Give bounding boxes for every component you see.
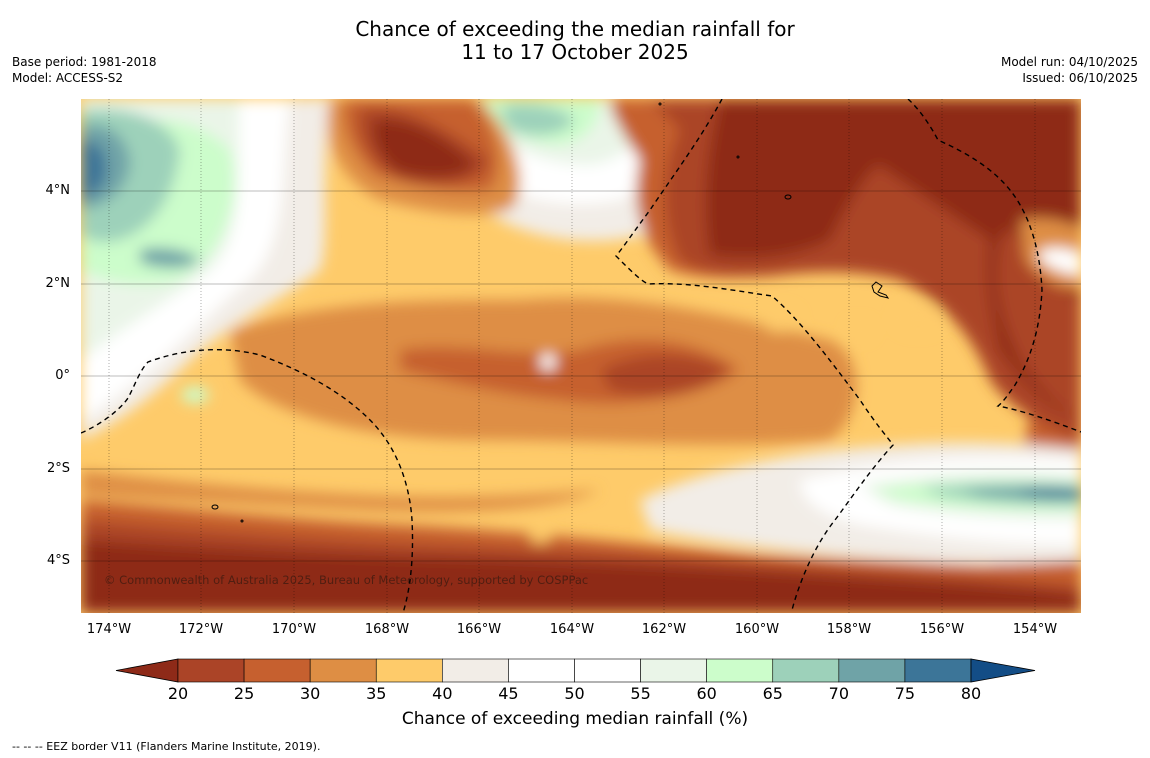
model-run: Model run: 04/10/2025: [1000, 55, 1138, 69]
colorbar-tick-label: 80: [960, 684, 982, 703]
probability-field: [81, 99, 1081, 613]
title-line-2: 11 to 17 October 2025: [461, 40, 689, 64]
title-line-1: Chance of exceeding the median rainfall …: [355, 17, 795, 41]
colorbar-segment: [309, 658, 377, 683]
lat-label-4n: 4°N: [45, 183, 71, 198]
colorbar-segment: [177, 658, 245, 683]
lon-label-154w: 154°W: [1012, 622, 1058, 637]
colorbar-segment: [640, 658, 707, 683]
eez-borders: [81, 99, 1081, 613]
lon-label-168w: 168°W: [364, 622, 410, 637]
colorbar-segment: [574, 658, 641, 683]
colorbar-segment: [508, 658, 575, 683]
colorbar-tick-label: 75: [894, 684, 916, 703]
colorbar-tick-label: 55: [630, 684, 651, 703]
island-outlines: [211, 102, 890, 523]
colorbar-tick-label: 50: [564, 684, 585, 703]
colorbar-segment: [375, 658, 443, 683]
lon-label-156w: 156°W: [919, 622, 965, 637]
lon-label-172w: 172°W: [178, 622, 224, 637]
copyright-notice: © Commonwealth of Australia 2025, Bureau…: [104, 573, 589, 587]
colorbar-segment: [838, 658, 906, 683]
lon-label-170w: 170°W: [271, 622, 317, 637]
lat-label-2n: 2°N: [45, 276, 71, 291]
colorbar-extend-low: [115, 658, 179, 683]
colorbar-tick-label: 65: [762, 684, 783, 703]
lon-label-174w: 174°W: [86, 622, 132, 637]
base-period: Base period: 1981-2018: [12, 55, 157, 69]
meta-left: Base period: 1981-2018 Model: ACCESS-S2: [12, 54, 157, 86]
model-name: Model: ACCESS-S2: [12, 71, 124, 85]
colorbar-tick-label: 35: [366, 684, 387, 703]
colorbar-segment: [706, 658, 774, 683]
lon-label-164w: 164°W: [549, 622, 595, 637]
grid-lines: [81, 190, 1081, 562]
colorbar-tick-label: 40: [432, 684, 453, 703]
meta-right: Model run: 04/10/2025 Issued: 06/10/2025: [1001, 54, 1138, 86]
issued-date: Issued: 06/10/2025: [1022, 71, 1138, 85]
colorbar-extend-high: [970, 658, 1036, 683]
colorbar-tick-label: 45: [498, 684, 519, 703]
colorbar-tick-label: 30: [299, 684, 321, 703]
eez-footnote: -- -- -- EEZ border V11 (Flanders Marine…: [12, 740, 321, 753]
chart-title: Chance of exceeding the median rainfall …: [0, 18, 1150, 64]
colorbar-tick-label: 25: [233, 684, 255, 703]
colorbar-segment: [243, 658, 311, 683]
lon-label-162w: 162°W: [641, 622, 687, 637]
colorbar-tick-label: 60: [696, 684, 717, 703]
lat-label-4s: 4°S: [46, 553, 70, 568]
colorbar-label: Chance of exceeding median rainfall (%): [401, 709, 749, 729]
colorbar: [115, 658, 1036, 683]
lon-label-158w: 158°W: [826, 622, 872, 637]
colorbar-segment: [904, 658, 972, 683]
lat-label-2s: 2°S: [46, 461, 70, 476]
colorbar-segment: [772, 658, 840, 683]
lat-label-0: 0°: [55, 368, 70, 383]
colorbar-segment: [442, 658, 509, 683]
lon-label-160w: 160°W: [734, 622, 780, 637]
colorbar-tick-label: 20: [167, 684, 189, 703]
lon-label-166w: 166°W: [456, 622, 502, 637]
colorbar-tick-label: 70: [828, 684, 849, 703]
